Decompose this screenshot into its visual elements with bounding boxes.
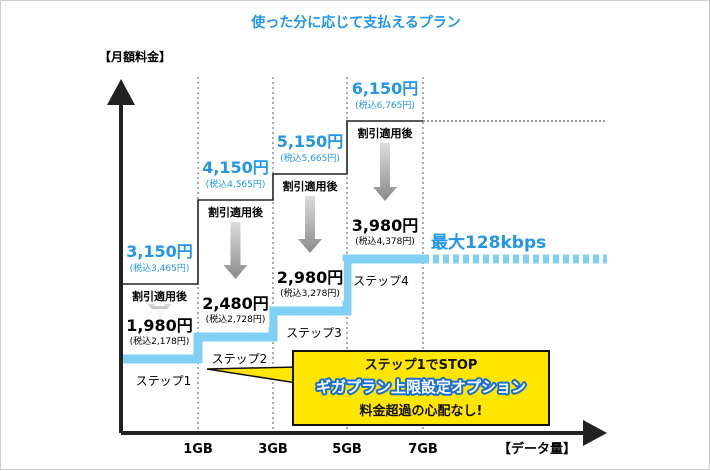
step-3-discount-bg [276,261,344,301]
y-axis-label: 【月額料金】 [99,49,171,64]
x-tick-3: 5GB [332,442,362,457]
step-1-discount-tax: (税込2,178円) [130,335,190,347]
step-4-name: ステップ4 [353,274,409,288]
step-2-down-arrow [223,222,248,279]
step-1-name: ステップ1 [136,374,192,388]
step-3-down-arrow [298,196,322,253]
step-3-price: 5,150円 [277,132,344,151]
x-tick-1: 1GB [183,442,213,457]
step-2-discount-tax: (税込2,728円) [206,313,266,325]
step-3-discount-price: 2,980円 [277,268,344,287]
callout-line-1: ステップ1でSTOP [365,358,478,373]
price-step-outline [121,120,423,285]
x-axis-arrowhead [583,420,607,446]
step-1-price-tax: (税込3,465円) [130,262,190,274]
x-axis-label: 【データ量】 [498,441,576,457]
step-4-price-tax: (税込6,765円) [355,99,415,111]
callout-box [292,350,550,426]
x-tick-2: 3GB [258,442,288,457]
step-2-name: ステップ2 [212,352,268,366]
callout-pointer [206,366,298,384]
x-tick-4: 7GB [408,442,438,457]
stop-option-callout: ステップ1でSTOP ギガプラン上限設定オプション 料金超過の心配なし! [206,350,550,426]
step-1-discount-bg [125,309,194,349]
callout-option-name: ギガプラン上限設定オプション [316,378,526,396]
step-4: 6,150円(税込6,765円) 割引適用後 3,980円(税込4,378円) ステッ… [351,79,419,288]
step-4-discount-label: 割引適用後 [358,126,414,140]
step-marks: 3,150円(税込3,465円) 割引適用後 1,980円(税込2,178円) ステッ… [125,79,419,388]
chart-title: 使った分に応じて支払えるプラン [250,14,461,31]
step-1-discount-price: 1,980円 [126,316,193,335]
y-axis-arrowhead [107,79,135,105]
step-4-discount-tax: (税込4,378円) [355,235,415,247]
discounted-price-band [121,254,423,364]
callout-line-3: 料金超過の心配なし! [360,403,483,419]
step-4-discount-bg [351,209,419,249]
step-1: 3,150円(税込3,465円) 割引適用後 1,980円(税込2,178円) ステッ… [125,242,194,388]
step-3-price-tax: (税込5,665円) [280,152,340,164]
speed-cap-label: 最大128kbps [431,232,546,253]
step-4-discount-price: 3,980円 [352,216,419,235]
axes [107,79,607,446]
step-2-discount-price: 2,480円 [202,294,269,313]
step-2-price: 4,150円 [202,158,269,177]
step-3: 5,150円(税込5,665円) 割引適用後 2,980円(税込3,278円) ステッ… [276,132,344,340]
step-2-price-tax: (税込4,565円) [206,178,266,190]
x-axis-ticks: 1GB 3GB 5GB 7GB [183,442,438,457]
step-4-down-arrow [373,143,397,201]
step-2-discount-label: 割引適用後 [208,205,264,219]
step-3-name: ステップ3 [286,326,342,340]
step-4-price: 6,150円 [352,79,419,98]
step-1-price: 3,150円 [126,242,193,261]
step-1-discount-label: 割引適用後 [132,289,188,303]
step-2: 4,150円(税込4,565円) 割引適用後 2,480円(税込2,728円) ステッ… [201,158,270,366]
step-3-discount-label: 割引適用後 [283,179,339,193]
step-2-discount-bg [201,287,270,327]
step-3-discount-tax: (税込3,278円) [280,287,340,299]
